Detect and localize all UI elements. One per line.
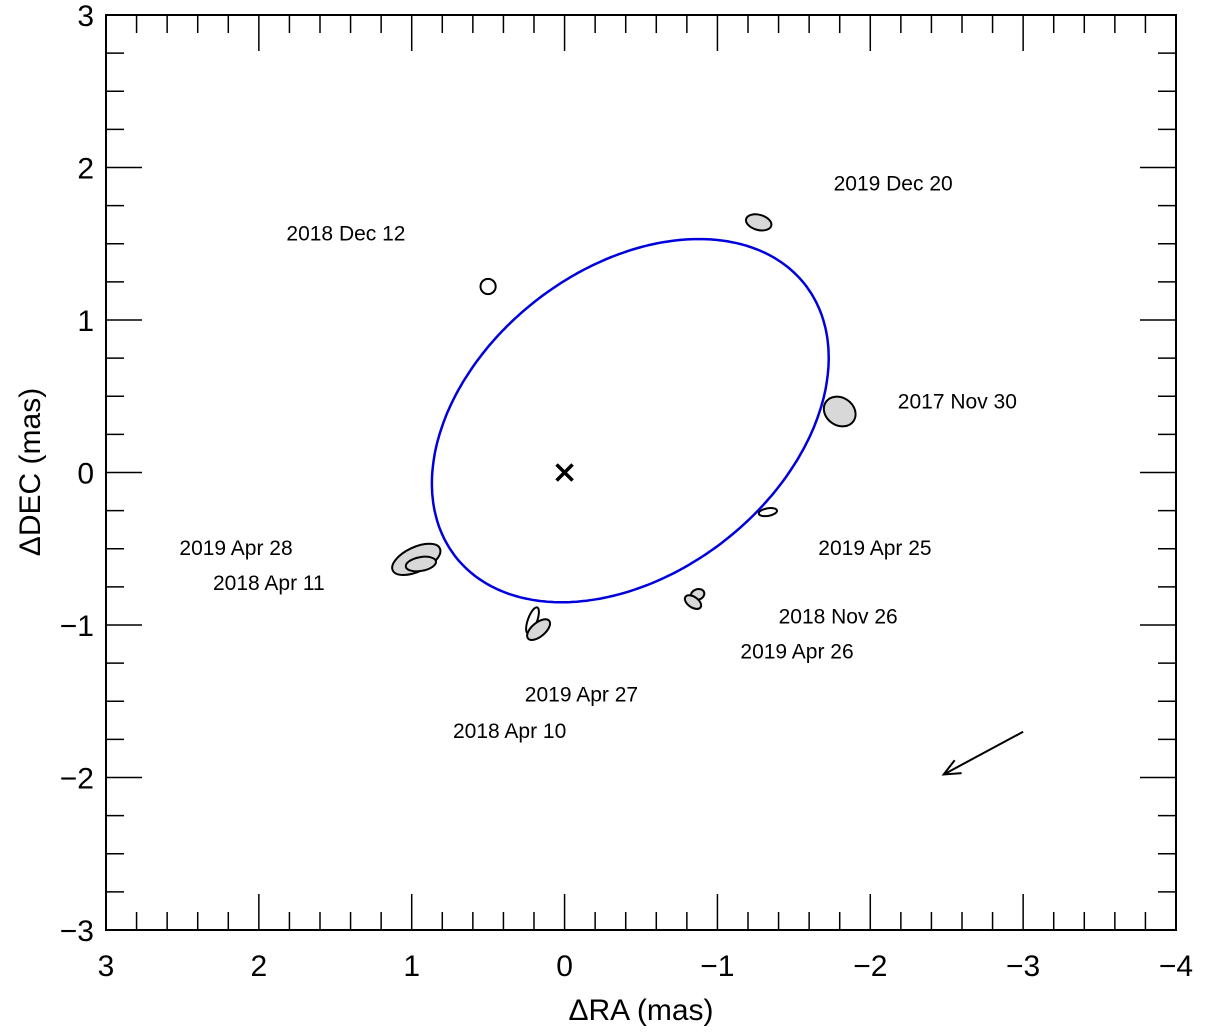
x-tick-label: −4: [1159, 950, 1193, 983]
plot-frame: [105, 14, 1177, 931]
epoch-label: 2018 Nov 26: [779, 606, 898, 629]
epoch-label: 2018 Dec 12: [286, 223, 405, 246]
x-tick-label: 2: [251, 950, 268, 983]
arrow-shaft: [943, 730, 1024, 776]
y-tick-label: 0: [77, 458, 94, 491]
y-tick-label: 2: [77, 153, 94, 186]
observation-ellipse: [683, 594, 703, 610]
y-tick-label: 1: [77, 305, 94, 338]
y-axis-title: ΔDEC (mas): [14, 388, 47, 556]
annotations-layer: 2019 Dec 20 2018 Dec 12 2017 Nov 30 2019 Ap…: [179, 172, 1016, 743]
observation-ellipse: [744, 213, 773, 232]
x-axis-title: ΔRA (mas): [568, 994, 713, 1027]
y-tick-label: −3: [60, 915, 94, 948]
observation-ellipse: [404, 555, 438, 573]
axes-layer: 3 2 1 0 −1 −2 −3 −4 −3 −2 −1 0 1 2 3: [60, 0, 1193, 983]
epoch-label: 2018 Apr 11: [213, 572, 325, 595]
epoch-label: 2018 Apr 10: [453, 720, 566, 743]
observation-ellipse: [479, 277, 497, 296]
arrow-head: [941, 759, 962, 776]
epoch-label: 2019 Apr 27: [525, 683, 638, 706]
x-tick-label: −3: [1006, 950, 1040, 983]
epoch-label: 2019 Apr 28: [179, 537, 292, 560]
x-tick-label: −1: [700, 950, 734, 983]
orbit-curve: [430, 237, 830, 604]
cross-stroke: [555, 463, 574, 482]
orbit-layer: [430, 237, 830, 604]
observation-ellipse: [526, 618, 552, 641]
observations-layer: [391, 213, 857, 641]
markers-layer: [555, 463, 1024, 776]
center-cross-marker: [555, 463, 574, 482]
epoch-label: 2019 Apr 26: [740, 641, 853, 664]
epoch-label: 2017 Nov 30: [898, 391, 1017, 414]
epoch-label: 2019 Dec 20: [834, 172, 953, 195]
observation-ellipse: [757, 507, 778, 518]
y-tick-label: −2: [60, 763, 94, 796]
x-tick-label: 3: [98, 950, 115, 983]
epoch-label: 2019 Apr 25: [818, 537, 931, 560]
y-tick-label: 3: [77, 0, 94, 33]
observation-ellipse: [822, 395, 857, 428]
x-tick-label: 1: [403, 950, 420, 983]
x-tick-label: 0: [556, 950, 573, 983]
motion-arrow-icon: [941, 730, 1024, 776]
x-tick-label: −2: [853, 950, 887, 983]
y-tick-label: −1: [60, 610, 94, 643]
